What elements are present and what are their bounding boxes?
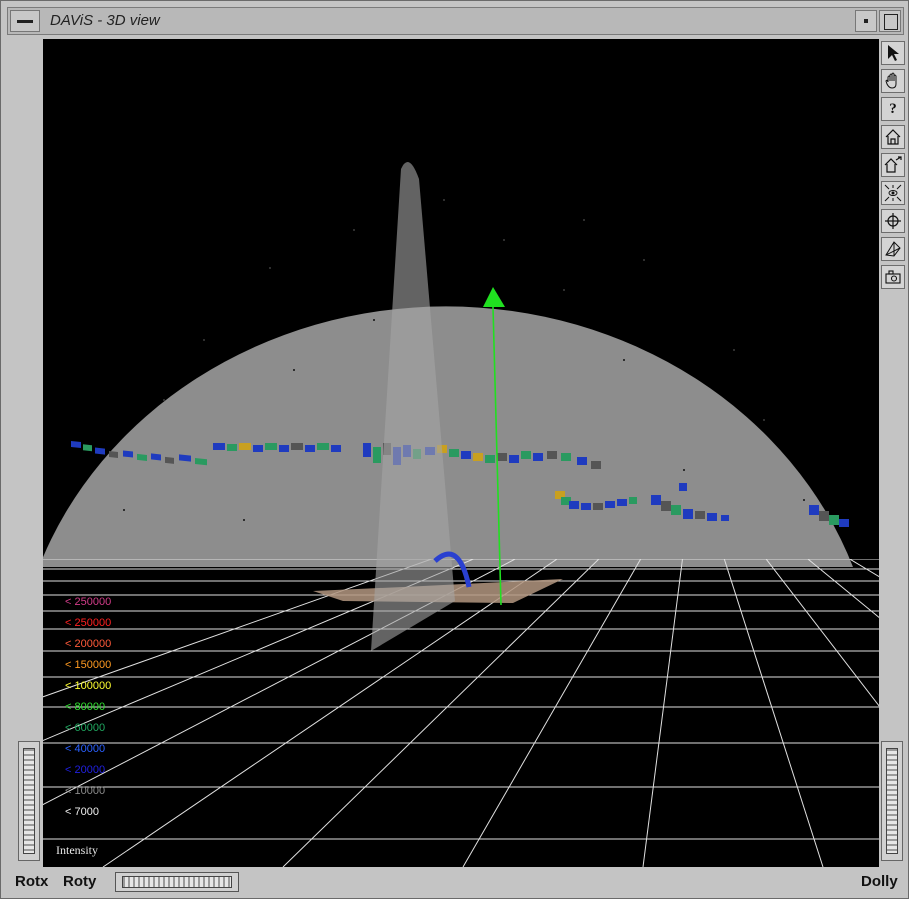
minimize-icon [864, 19, 868, 23]
minimize-button[interactable] [855, 10, 877, 32]
rotx-thumbwheel[interactable] [18, 741, 40, 861]
rotx-wheel-grip[interactable] [23, 748, 35, 854]
dolly-thumbwheel[interactable] [881, 741, 903, 861]
rotx-label: Rotx [15, 873, 49, 890]
legend-entry-9: < 20000 [65, 764, 106, 776]
legend-entry-4: < 150000 [65, 659, 112, 671]
roty-label: Roty [63, 873, 97, 890]
help-icon: ? [889, 100, 897, 117]
legend-entry-5: < 100000 [65, 680, 112, 692]
legend-entry-3: < 200000 [65, 638, 112, 650]
camera-button[interactable] [881, 265, 905, 289]
legend-entry-7: < 60000 [65, 722, 106, 734]
home-button[interactable] [881, 125, 905, 149]
pick-arrow-button[interactable] [881, 41, 905, 65]
viewer-toolbar: ? [879, 39, 905, 867]
dolly-wheel-grip[interactable] [886, 748, 898, 854]
legend-entry-10: < 10000 [65, 785, 106, 797]
bottom-bar: Rotx Roty Dolly [7, 869, 904, 895]
projection-button[interactable] [881, 237, 905, 261]
projection-icon [885, 241, 901, 257]
3d-scene[interactable] [43, 39, 879, 867]
view-all-button[interactable] [881, 181, 905, 205]
dome-speckles [123, 199, 805, 521]
legend-entry-8: < 40000 [65, 743, 106, 755]
view-hand-button[interactable] [881, 69, 905, 93]
legend-entry-2: < 250000 [65, 617, 112, 629]
detector-dome [43, 306, 853, 567]
blue-arc [433, 551, 472, 588]
axis-line [492, 306, 502, 606]
help-button[interactable]: ? [881, 97, 905, 121]
maximize-button[interactable] [879, 10, 901, 32]
roty-wheel-grip[interactable] [122, 876, 232, 888]
view-all-icon [884, 184, 902, 202]
set-home-icon [884, 156, 902, 173]
left-wheel-panel [11, 39, 43, 867]
camera-icon [885, 270, 901, 284]
slice-plane [371, 161, 455, 651]
floor-grid [43, 559, 879, 867]
legend-entry-6: < 80000 [65, 701, 106, 713]
seek-icon [885, 213, 901, 229]
title-bar[interactable]: DAViS - 3D view [7, 7, 904, 35]
roty-thumbwheel[interactable] [115, 872, 239, 892]
legend-title: Intensity [56, 843, 98, 857]
seek-button[interactable] [881, 209, 905, 233]
pick-arrow-icon [888, 45, 899, 61]
legend-entry-1: < 250000 [65, 596, 112, 608]
menu-bar-icon [17, 20, 33, 23]
view-hand-icon [885, 72, 897, 89]
3d-viewport[interactable]: < 250000 < 250000 < 200000 < 150000 < 10… [43, 39, 879, 867]
maximize-icon [884, 14, 898, 30]
set-home-button[interactable] [881, 153, 905, 177]
home-icon [885, 129, 901, 145]
dolly-label: Dolly [861, 873, 898, 890]
window-title: DAViS - 3D view [50, 12, 160, 29]
legend-entry-11: < 7000 [65, 806, 99, 818]
window-menu-button[interactable] [10, 10, 40, 32]
axis-arrowhead [483, 287, 505, 307]
